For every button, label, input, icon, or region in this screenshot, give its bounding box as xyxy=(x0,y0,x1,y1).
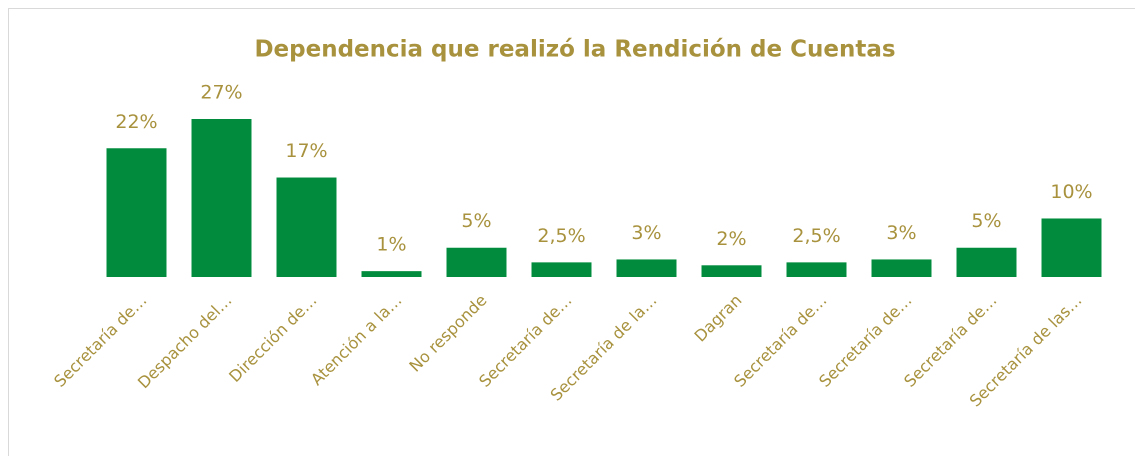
value-label: 2,5% xyxy=(792,225,840,247)
bar xyxy=(786,262,847,277)
value-label: 3% xyxy=(886,222,916,244)
bar xyxy=(276,177,337,277)
value-label: 27% xyxy=(200,82,242,104)
bar xyxy=(701,265,762,277)
value-label: 1% xyxy=(376,234,406,256)
bar xyxy=(871,259,932,277)
bar xyxy=(446,247,507,277)
x-tick-label: Atención a la… xyxy=(307,291,406,390)
x-tick-label: Despacho del… xyxy=(134,291,236,393)
bar xyxy=(531,262,592,277)
x-tick-label: Dagran xyxy=(690,291,745,346)
value-label: 2% xyxy=(716,228,746,250)
bar xyxy=(1041,218,1102,277)
x-tick-label: No responde xyxy=(405,291,490,376)
bar xyxy=(361,271,422,277)
value-label: 2,5% xyxy=(537,225,585,247)
value-label: 17% xyxy=(285,140,327,162)
value-label: 10% xyxy=(1050,181,1092,203)
value-label: 5% xyxy=(461,210,491,232)
chart-frame xyxy=(8,8,1135,456)
value-label: 5% xyxy=(971,210,1001,232)
bar xyxy=(956,247,1017,277)
chart-title: Dependencia que realizó la Rendición de … xyxy=(254,37,895,63)
value-label: 3% xyxy=(631,222,661,244)
bar xyxy=(191,119,252,277)
bar xyxy=(616,259,677,277)
bar xyxy=(106,148,167,277)
x-tick-label: Dirección de… xyxy=(225,291,320,386)
value-label: 22% xyxy=(115,111,157,133)
